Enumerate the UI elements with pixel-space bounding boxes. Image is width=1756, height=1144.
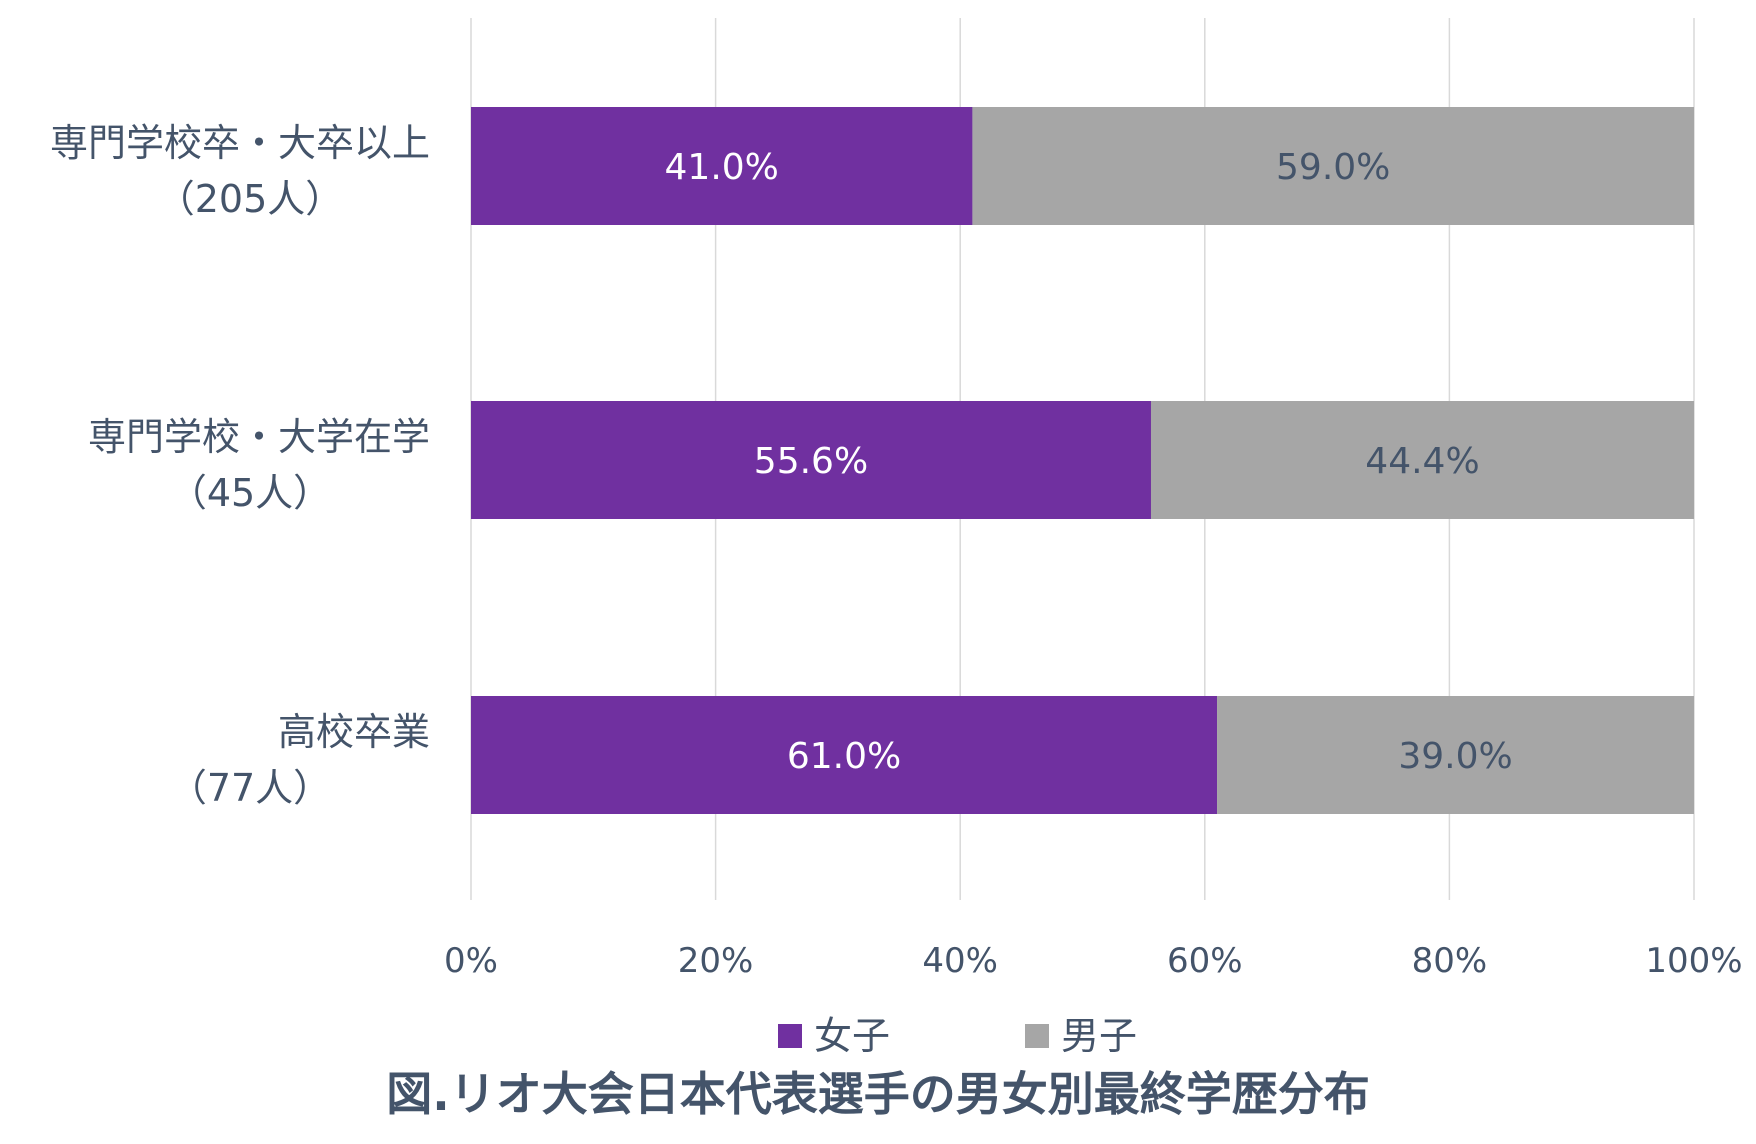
legend-label: 男子 [1061,1014,1137,1058]
legend-label: 女子 [814,1014,890,1058]
category-label: 専門学校・大学在学（45人） [88,415,430,515]
legend: 女子 男子 [778,1014,1137,1058]
x-axis-ticks: 0% 20% 40% 60% 80% 100% [444,941,1743,981]
category-label: 専門学校卒・大卒以上（205人） [50,121,430,221]
x-tick-label: 60% [1167,941,1243,981]
x-tick-label: 40% [922,941,998,981]
bar-segment [471,696,1218,814]
legend-swatch [778,1024,802,1048]
chart-title: 図.リオ大会日本代表選手の男女別最終学歴分布 [386,1067,1369,1121]
bars: 41.0% 59.0% 55.6% 44.4% 61.0% 39.0% [471,107,1694,814]
data-label: 41.0% [665,147,779,188]
x-tick-label: 20% [678,941,754,981]
data-label: 39.0% [1398,736,1512,777]
x-tick-label: 80% [1412,941,1488,981]
data-label: 61.0% [787,736,901,777]
legend-swatch [1025,1024,1049,1048]
bar-segment [471,401,1151,519]
bar-segment [1217,696,1694,814]
x-tick-label: 0% [444,941,498,981]
category-labels: 専門学校卒・大卒以上（205人） 専門学校・大学在学（45人） 高校卒業（77人） [50,121,430,810]
bar-segment [972,107,1694,225]
category-label: 高校卒業（77人） [169,710,430,810]
bar-segment [471,107,973,225]
bar-segment [1150,401,1694,519]
data-label: 44.4% [1365,441,1479,482]
data-label: 55.6% [754,441,868,482]
x-tick-label: 100% [1645,941,1742,981]
data-label: 59.0% [1276,147,1390,188]
